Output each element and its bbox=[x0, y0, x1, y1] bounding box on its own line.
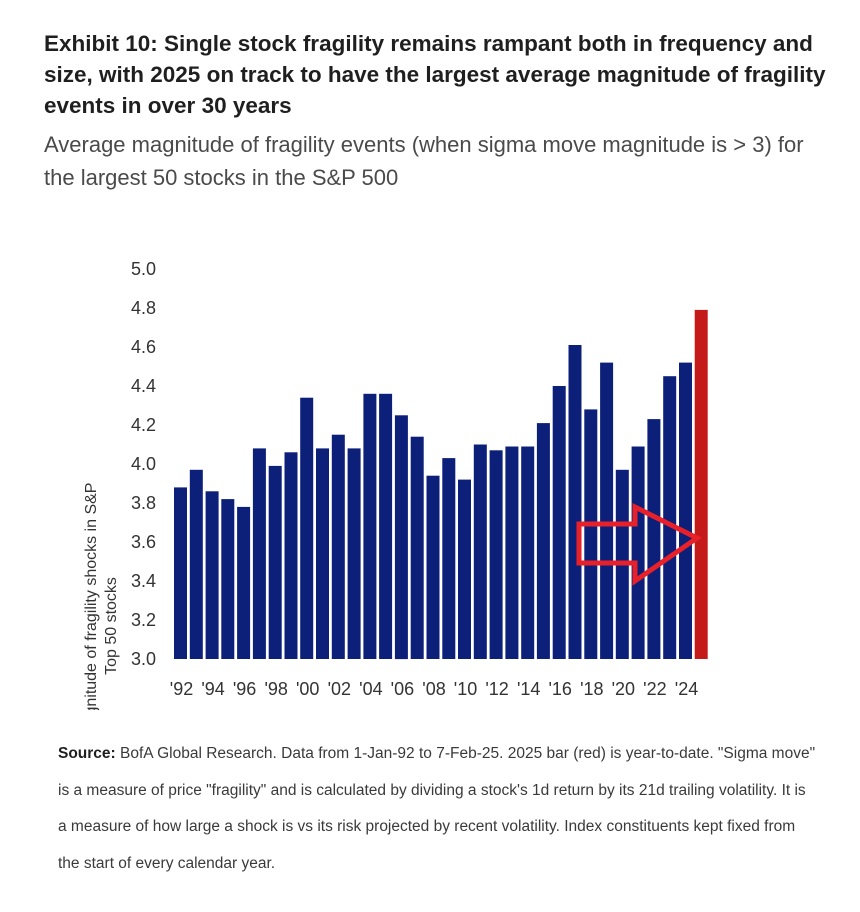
bar bbox=[505, 446, 519, 659]
x-tick-label: '04 bbox=[359, 679, 382, 699]
x-tick-label: '02 bbox=[328, 679, 351, 699]
bar-chart: Avg magnitude of fragility shocks in S&P… bbox=[83, 259, 708, 710]
bar bbox=[647, 419, 661, 659]
bar bbox=[268, 465, 282, 659]
bar bbox=[679, 362, 692, 659]
bar bbox=[284, 452, 298, 659]
y-tick-label: 3.2 bbox=[131, 610, 156, 630]
x-tick-label: '14 bbox=[517, 679, 540, 699]
bar bbox=[252, 448, 266, 659]
y-tick-label: 4.6 bbox=[131, 337, 156, 357]
y-axis-ticks: 3.0 3.2 3.4 3.6 3.8 4.0 4.2 4.4 4.6 4.8 5.0 bbox=[131, 259, 156, 669]
x-tick-label: '10 bbox=[454, 679, 477, 699]
bar bbox=[221, 499, 235, 659]
bar bbox=[442, 458, 456, 659]
bar bbox=[379, 393, 393, 659]
x-tick-label: '94 bbox=[201, 679, 224, 699]
x-axis-ticks: '92 '94 '96 '98 '00 '02 '04 '06 '08 '10 '12 '14 '16 '… bbox=[170, 679, 698, 699]
bar bbox=[663, 376, 677, 659]
x-tick-label: '24 bbox=[675, 679, 698, 699]
bar bbox=[300, 397, 314, 659]
bar bbox=[473, 444, 487, 659]
arrow-annotation bbox=[576, 502, 702, 586]
bar bbox=[426, 475, 440, 659]
y-tick-label: 5.0 bbox=[131, 259, 156, 279]
bar bbox=[174, 487, 187, 659]
bar bbox=[552, 386, 566, 659]
red-arrow-icon bbox=[576, 502, 702, 586]
bar bbox=[600, 362, 614, 659]
x-tick-label: '96 bbox=[233, 679, 256, 699]
y-tick-label: 4.2 bbox=[131, 415, 156, 435]
bar bbox=[568, 345, 582, 659]
x-tick-label: '08 bbox=[422, 679, 445, 699]
y-axis-title: Avg magnitude of fragility shocks in S&P… bbox=[83, 483, 120, 710]
y-axis-title-line2: Top 50 stocks bbox=[103, 577, 120, 675]
bar bbox=[536, 423, 550, 659]
x-tick-label: '16 bbox=[548, 679, 571, 699]
source-label: Source: bbox=[58, 745, 116, 762]
bar bbox=[347, 448, 361, 659]
bar bbox=[331, 434, 345, 659]
y-tick-label: 3.6 bbox=[131, 532, 156, 552]
bar bbox=[394, 415, 408, 660]
bar bbox=[631, 446, 645, 659]
x-tick-label: '92 bbox=[170, 679, 193, 699]
y-tick-label: 3.8 bbox=[131, 493, 156, 513]
bar bbox=[489, 450, 503, 659]
x-tick-label: '12 bbox=[485, 679, 508, 699]
y-tick-label: 4.4 bbox=[131, 376, 156, 396]
y-tick-label: 3.4 bbox=[131, 571, 156, 591]
x-tick-label: '18 bbox=[580, 679, 603, 699]
source-text: BofA Global Research. Data from 1-Jan-92… bbox=[58, 745, 816, 872]
bar bbox=[410, 436, 424, 659]
bar bbox=[584, 409, 598, 659]
x-tick-label: '20 bbox=[612, 679, 635, 699]
x-tick-label: '98 bbox=[264, 679, 287, 699]
bar bbox=[189, 469, 203, 659]
y-tick-label: 4.0 bbox=[131, 454, 156, 474]
bar bbox=[521, 446, 535, 659]
bar-highlight bbox=[694, 309, 708, 659]
bar bbox=[363, 393, 377, 659]
bar bbox=[237, 506, 251, 659]
bars-group bbox=[174, 309, 708, 660]
y-tick-label: 3.0 bbox=[131, 649, 156, 669]
y-tick-label: 4.8 bbox=[131, 298, 156, 318]
bar bbox=[316, 448, 329, 659]
chart-title: Exhibit 10: Single stock fragility remai… bbox=[44, 31, 826, 118]
source-note: Source: BofA Global Research. Data from … bbox=[58, 736, 818, 882]
bar bbox=[205, 491, 219, 659]
chart-subtitle: Average magnitude of fragility events (w… bbox=[44, 132, 804, 190]
y-axis-title-line1: Avg magnitude of fragility shocks in S&P bbox=[83, 483, 100, 710]
x-tick-label: '06 bbox=[391, 679, 414, 699]
x-tick-label: '22 bbox=[643, 679, 666, 699]
x-tick-label: '00 bbox=[296, 679, 319, 699]
bar bbox=[458, 479, 471, 659]
